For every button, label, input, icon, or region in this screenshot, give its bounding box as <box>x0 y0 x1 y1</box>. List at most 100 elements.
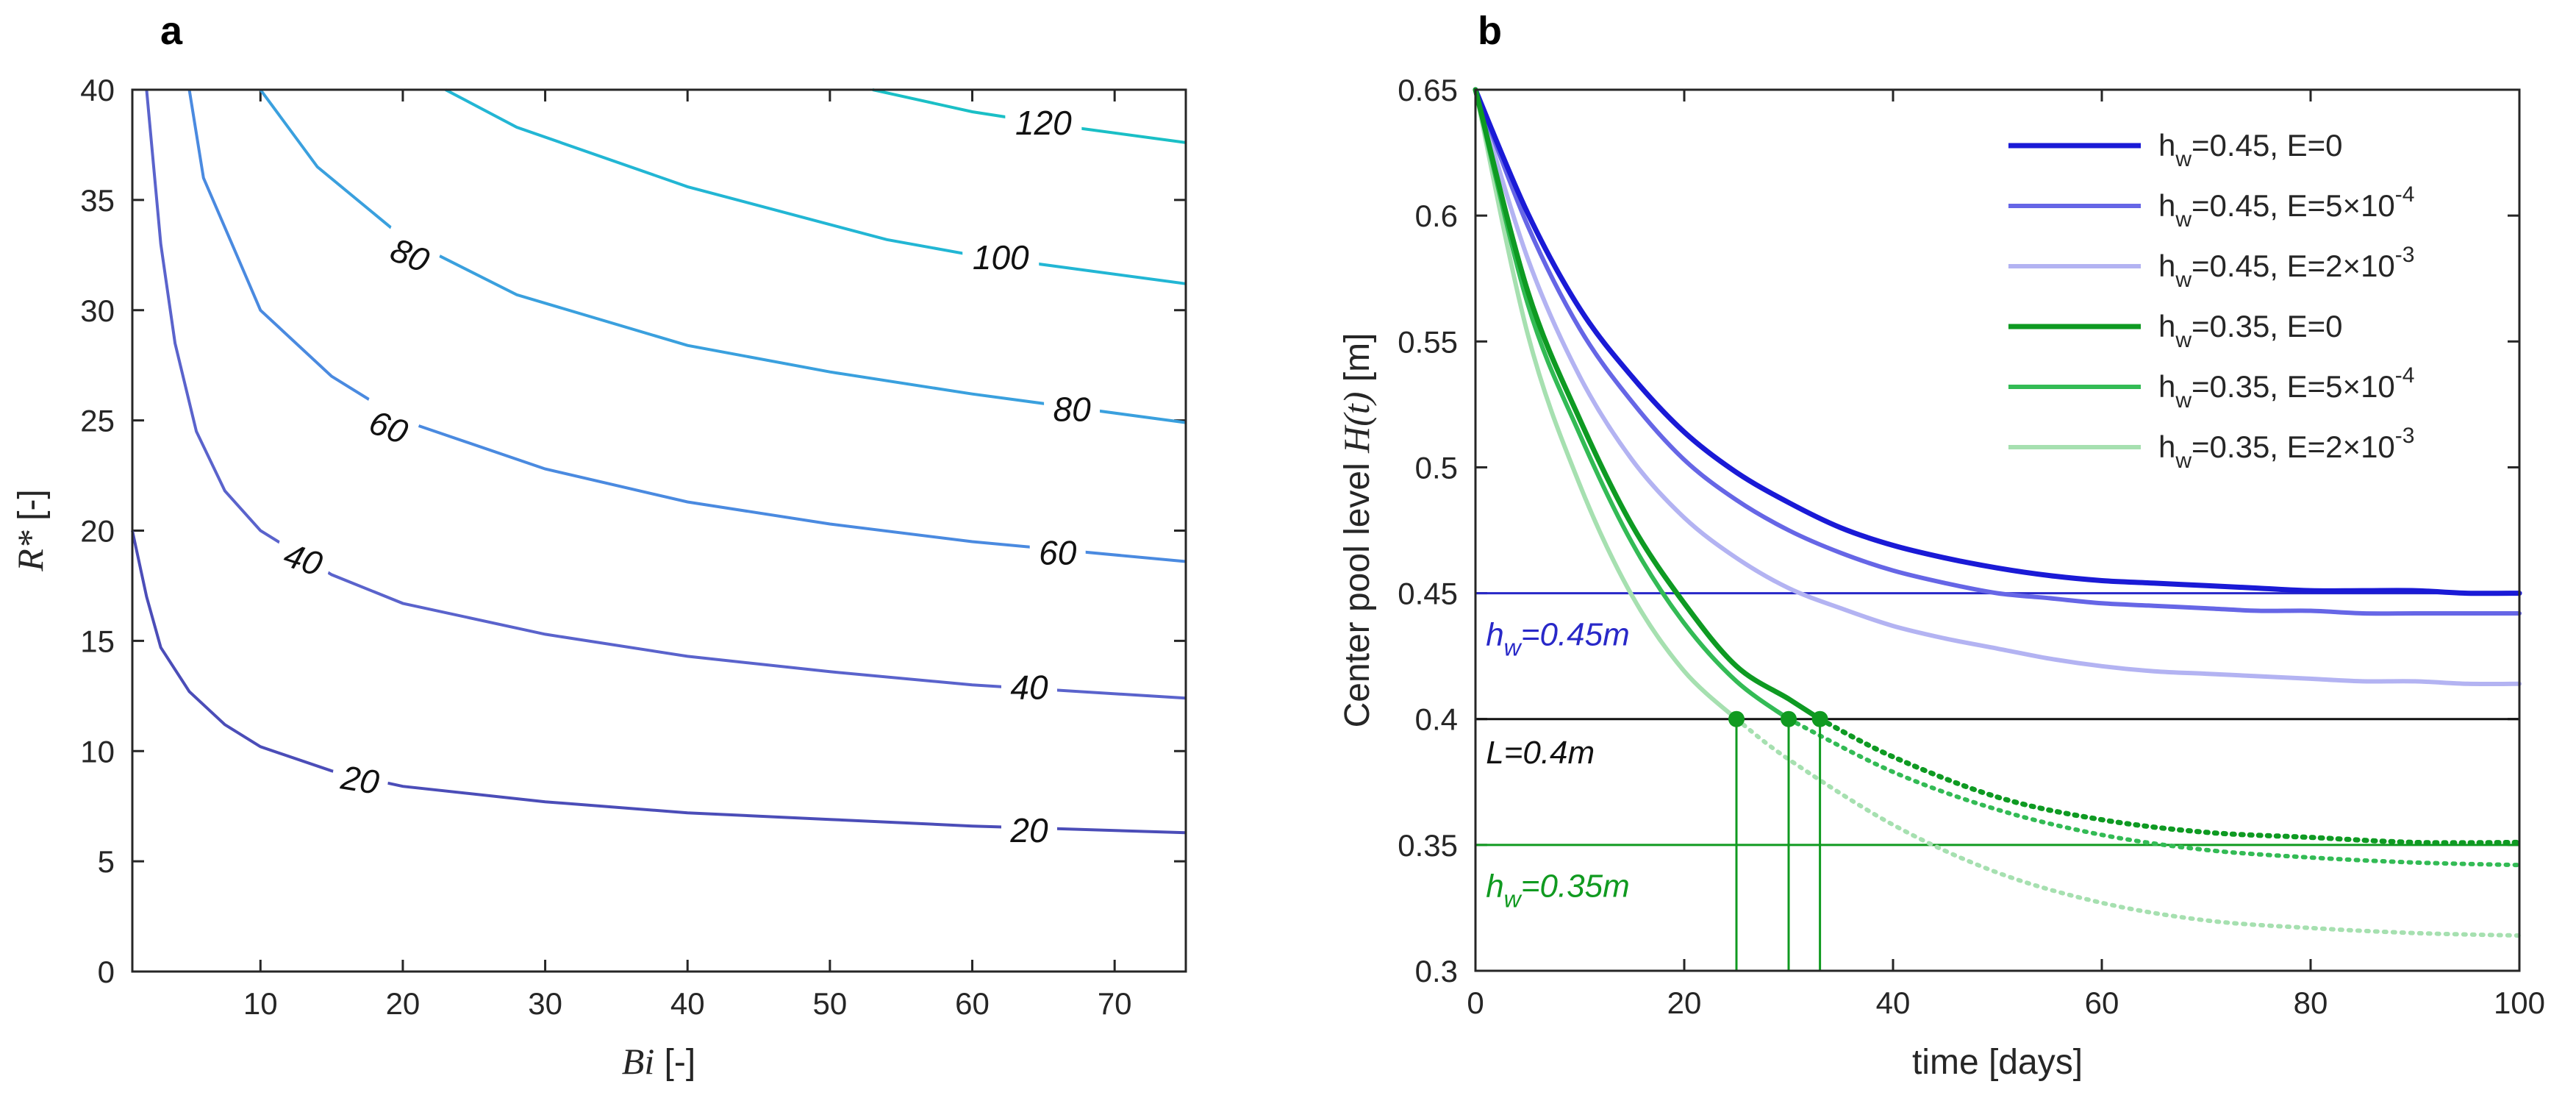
legend-entry-1: hw=0.45, E=5×10-4 <box>2158 182 2414 232</box>
panel-a-contour-plot: a 10 20 30 40 50 60 70 0 5 10 15 20 25 30 35 40 20 20 40 4… <box>10 9 1187 1082</box>
contour-label-bg-40 <box>270 531 337 588</box>
legend-entry-sub: w <box>2175 388 2192 413</box>
b-ytick-label: 0.55 <box>1398 324 1458 359</box>
legend-entry-sub: w <box>2175 147 2192 171</box>
legend-entry-sup: -3 <box>2395 243 2415 267</box>
contour-label-bg-20 <box>329 755 391 805</box>
series-line-solid-3 <box>1473 87 1823 722</box>
b-ytick-label: 0.3 <box>1415 954 1458 988</box>
legend-entry-rest: =0.35, E=5×10 <box>2192 369 2395 404</box>
a-ytick-label: 5 <box>98 844 115 879</box>
panel-b-line-plot: b 0 20 40 60 80 100 0.3 0.35 0.4 0.45 0.5 0.55 0.6 0.… <box>1336 9 2545 1082</box>
legend-entry-rest: =0.35, E=0 <box>2192 309 2343 343</box>
legend-entry-sub: w <box>2175 449 2192 473</box>
legend-entry-sup: -4 <box>2395 182 2415 207</box>
panel-b-legend: hw=0.45, E=0hw=0.45, E=5×10-4hw=0.45, E=… <box>2008 128 2414 473</box>
a-ytick-label: 25 <box>80 404 115 438</box>
legend-entry-main: h <box>2158 369 2175 404</box>
legend-entry-rest: =0.45, E=5×10 <box>2192 188 2395 223</box>
threshold-crossing-marker <box>1811 710 1828 727</box>
a-ytick-label: 40 <box>80 73 115 107</box>
legend-entry-4: hw=0.35, E=5×10-4 <box>2158 363 2414 413</box>
legend-entry-sup: -4 <box>2395 363 2415 388</box>
contour-line-80 <box>259 88 1187 424</box>
panel-b-ticks: 0 20 40 60 80 100 0.3 0.35 0.4 0.45 0.5 0.55 0.6 0.65 <box>1398 73 2545 1020</box>
a-ytick-label: 15 <box>80 624 115 658</box>
series-line-dotted-4 <box>1786 716 2522 868</box>
series-line-dotted-5 <box>1734 716 2522 938</box>
b-ytick-label: 0.45 <box>1398 577 1458 611</box>
b-ytick-label: 0.5 <box>1415 450 1458 485</box>
a-xtick-label: 10 <box>243 986 278 1021</box>
threshold-crossing-marker <box>1781 710 1797 727</box>
series-line-0 <box>1473 87 2522 596</box>
contour-line-20 <box>131 530 1187 835</box>
b-xtick-label: 80 <box>2294 986 2328 1020</box>
panel-a-y-axis-label: R* [-] <box>10 489 51 572</box>
b-xtick-label: 0 <box>1467 986 1484 1020</box>
panel-a-axes-box <box>131 88 1187 973</box>
legend-entry-sub: w <box>2175 328 2192 352</box>
contour-label-120: 120 <box>1015 104 1072 142</box>
legend-entry-rest: =0.45, E=2×10 <box>2192 249 2395 283</box>
series-line-dotted-3 <box>1817 716 2522 846</box>
panel-a-label: a <box>160 9 183 53</box>
legend-entry-main: h <box>2158 188 2175 223</box>
reference-line-label: hw=0.35m <box>1486 869 1630 913</box>
contour-label-20: 20 <box>338 758 382 802</box>
contour-label-40: 40 <box>1010 668 1048 706</box>
contour-label-bg-80 <box>1044 388 1101 430</box>
b-xtick-label: 60 <box>2085 986 2119 1020</box>
contour-line-40 <box>145 89 1187 700</box>
contour-label-bg-120 <box>1005 101 1082 143</box>
b-ytick-label: 0.6 <box>1415 199 1458 233</box>
b-xtick-label: 100 <box>2494 986 2545 1020</box>
panel-b-crossing-markers <box>1728 710 1828 971</box>
a-ytick-label: 10 <box>80 734 115 769</box>
a-xtick-label: 30 <box>528 986 562 1021</box>
panel-b-x-axis-label: time [days] <box>1912 1043 2083 1082</box>
series-line-1 <box>1473 88 2522 616</box>
legend-entry-sub: w <box>2175 268 2192 292</box>
legend-entry-3: hw=0.35, E=0 <box>2158 309 2343 352</box>
panel-a-ticks: 10 20 30 40 50 60 70 0 5 10 15 20 25 30 35 40 <box>80 73 1186 1021</box>
legend-entry-sup: -3 <box>2395 424 2415 448</box>
a-xtick-label: 50 <box>813 986 848 1021</box>
panel-b-label: b <box>1478 9 1502 53</box>
legend-entry-2: hw=0.45, E=2×10-3 <box>2158 243 2414 292</box>
legend-entry-rest: =0.45, E=0 <box>2192 128 2343 163</box>
panel-b-y-axis-label: Center pool level H(t) [m] <box>1336 333 1377 728</box>
b-ytick-label: 0.4 <box>1415 702 1458 737</box>
a-ytick-label: 30 <box>80 293 115 328</box>
a-xtick-label: 60 <box>955 986 990 1021</box>
series-line-2 <box>1473 88 2522 687</box>
contour-label-bg-60 <box>355 398 422 456</box>
panel-b-axes-box <box>1474 88 2521 972</box>
legend-entry-5: hw=0.35, E=2×10-3 <box>2158 424 2414 473</box>
reference-line-label: hw=0.45m <box>1486 616 1630 660</box>
panel-a-x-axis-label: Bi [-] <box>622 1041 695 1082</box>
legend-entry-main: h <box>2158 309 2175 343</box>
a-xtick-label: 40 <box>670 986 705 1021</box>
reference-line-label-sub: w <box>1504 886 1523 913</box>
legend-entry-sub: w <box>2175 207 2192 232</box>
b-ytick-label: 0.65 <box>1398 73 1458 107</box>
a-xtick-label: 70 <box>1098 986 1132 1021</box>
reference-line-label-main: h <box>1486 869 1503 905</box>
b-ytick-label: 0.35 <box>1398 828 1458 863</box>
reference-line-label-main: L=0.4m <box>1486 735 1595 771</box>
reference-line-label-rest: =0.45m <box>1521 616 1630 652</box>
contour-label-bg-20 <box>1001 810 1057 852</box>
legend-entry-0: hw=0.45, E=0 <box>2158 128 2343 171</box>
reference-line-label-rest: =0.35m <box>1521 869 1630 905</box>
a-xtick-label: 20 <box>386 986 421 1021</box>
contour-label-bg-100 <box>962 236 1040 278</box>
a-ytick-label: 35 <box>80 183 115 218</box>
reference-line-label-main: h <box>1486 616 1503 652</box>
series-line-solid-5 <box>1473 88 1739 721</box>
legend-entry-main: h <box>2158 128 2175 163</box>
